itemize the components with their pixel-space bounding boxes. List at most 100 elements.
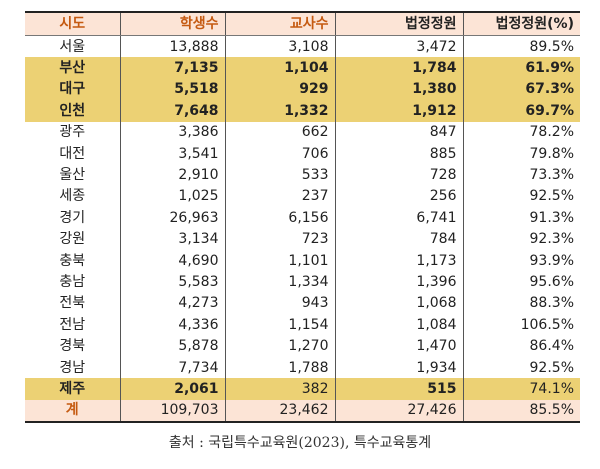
cell-region: 울산 xyxy=(59,167,86,184)
total-teachers: 23,462 xyxy=(224,399,335,423)
cell-students: 4,273 xyxy=(119,292,225,315)
cell-teachers: 237 xyxy=(224,185,335,208)
cell-legal-quota-pct: 69.7% xyxy=(462,100,580,122)
cell-legal-quota-pct: 92.5% xyxy=(462,356,580,379)
cell-region: 부산 xyxy=(25,57,120,79)
header-row: 시도 학생수 교사수 법정정원 법정정원(%) xyxy=(25,12,580,36)
cell-students: 7,648 xyxy=(119,100,225,122)
table-row: 제주 2,061 382 515 74.1% xyxy=(25,378,580,400)
cell-teachers: 1,788 xyxy=(224,356,335,379)
cell-legal-quota: 256 xyxy=(334,185,463,208)
header-legal-quota: 법정정원 xyxy=(334,12,463,36)
cell-legal-quota: 728 xyxy=(334,164,463,186)
table-row: 충북 4,690 1,101 1,173 93.9% xyxy=(25,249,580,272)
cell-legal-quota-pct: 61.9% xyxy=(462,57,580,79)
cell-teachers: 943 xyxy=(224,292,335,315)
cell-students: 5,583 xyxy=(119,271,225,293)
table-row: 전북 4,273 943 1,068 88.3% xyxy=(25,292,580,315)
table-row: 부산 7,135 1,104 1,784 61.9% xyxy=(25,57,580,79)
table-row: 세종 1,025 237 256 92.5% xyxy=(25,185,580,208)
table-row: 대전 3,541 706 885 79.8% xyxy=(25,142,580,165)
cell-teachers: 382 xyxy=(224,378,335,400)
cell-legal-quota: 6,741 xyxy=(334,207,463,229)
cell-legal-quota: 784 xyxy=(334,228,463,250)
cell-teachers: 662 xyxy=(224,121,335,143)
cell-legal-quota-pct: 92.5% xyxy=(462,185,580,208)
cell-legal-quota-pct: 106.5% xyxy=(462,314,580,336)
cell-students: 3,541 xyxy=(119,142,225,165)
cell-legal-quota: 1,784 xyxy=(334,57,463,79)
cell-legal-quota-pct: 74.1% xyxy=(462,378,580,400)
cell-students: 3,386 xyxy=(119,121,225,143)
cell-region: 인천 xyxy=(25,100,120,122)
cell-teachers: 1,332 xyxy=(224,100,335,122)
table-row: 충남 5,583 1,334 1,396 95.6% xyxy=(25,271,580,293)
table-row: 전남 4,336 1,154 1,084 106.5% xyxy=(25,314,580,336)
cell-region: 경남 xyxy=(59,359,86,376)
cell-legal-quota: 885 xyxy=(334,142,463,165)
cell-students: 4,336 xyxy=(119,314,225,336)
table-row: 경남 7,734 1,788 1,934 92.5% xyxy=(25,356,580,379)
cell-legal-quota: 1,912 xyxy=(334,100,463,122)
cell-legal-quota: 1,934 xyxy=(334,356,463,379)
header-legal-quota-pct: 법정정원(%) xyxy=(462,12,580,36)
table-row: 강원 3,134 723 784 92.3% xyxy=(25,228,580,250)
cell-legal-quota: 1,470 xyxy=(334,335,463,357)
cell-region: 강원 xyxy=(59,231,86,248)
cell-students: 3,134 xyxy=(119,228,225,250)
cell-students: 5,518 xyxy=(119,78,225,101)
cell-students: 26,963 xyxy=(119,207,225,229)
total-legal-quota: 27,426 xyxy=(334,399,463,423)
cell-legal-quota-pct: 73.3% xyxy=(462,164,580,186)
cell-region: 제주 xyxy=(25,378,120,400)
table-row: 울산 2,910 533 728 73.3% xyxy=(25,164,580,186)
cell-region: 경기 xyxy=(59,209,86,226)
cell-teachers: 1,104 xyxy=(224,57,335,79)
total-legal-quota-pct: 85.5% xyxy=(462,399,580,423)
cell-teachers: 929 xyxy=(224,78,335,101)
cell-legal-quota: 3,472 xyxy=(334,35,463,58)
header-region: 시도 xyxy=(25,12,120,36)
cell-students: 4,690 xyxy=(119,249,225,272)
cell-legal-quota-pct: 67.3% xyxy=(462,78,580,101)
cell-teachers: 1,101 xyxy=(224,249,335,272)
cell-teachers: 3,108 xyxy=(224,35,335,58)
table-row: 대구 5,518 929 1,380 67.3% xyxy=(25,78,580,101)
cell-legal-quota-pct: 91.3% xyxy=(462,207,580,229)
cell-teachers: 723 xyxy=(224,228,335,250)
cell-region: 충남 xyxy=(59,273,86,290)
cell-region: 대전 xyxy=(59,145,86,162)
table-row: 서울 13,888 3,108 3,472 89.5% xyxy=(25,35,580,58)
source-caption: 출처 : 국립특수교육원(2023), 특수교육통계 xyxy=(168,435,432,451)
cell-teachers: 533 xyxy=(224,164,335,186)
cell-region: 세종 xyxy=(59,188,86,205)
cell-legal-quota: 515 xyxy=(334,378,463,400)
cell-teachers: 6,156 xyxy=(224,207,335,229)
header-teachers: 교사수 xyxy=(224,12,335,36)
cell-teachers: 1,334 xyxy=(224,271,335,293)
cell-students: 2,061 xyxy=(119,378,225,400)
cell-students: 1,025 xyxy=(119,185,225,208)
cell-region: 충북 xyxy=(59,252,86,269)
cell-region: 전남 xyxy=(59,316,86,333)
cell-students: 13,888 xyxy=(119,35,225,58)
cell-students: 5,878 xyxy=(119,335,225,357)
cell-teachers: 1,270 xyxy=(224,335,335,357)
table-row: 인천 7,648 1,332 1,912 69.7% xyxy=(25,100,580,122)
table-row: 경북 5,878 1,270 1,470 86.4% xyxy=(25,335,580,357)
cell-teachers: 706 xyxy=(224,142,335,165)
cell-legal-quota-pct: 79.8% xyxy=(462,142,580,165)
cell-legal-quota: 1,396 xyxy=(334,271,463,293)
special-education-table: 시도 학생수 교사수 법정정원 법정정원(%) 서울 13,888 3,108 3,4… xyxy=(25,11,580,424)
cell-students: 2,910 xyxy=(119,164,225,186)
cell-legal-quota-pct: 93.9% xyxy=(462,249,580,272)
cell-region: 광주 xyxy=(59,124,86,141)
cell-legal-quota: 1,173 xyxy=(334,249,463,272)
table-row: 경기 26,963 6,156 6,741 91.3% xyxy=(25,207,580,229)
total-region: 계 xyxy=(25,399,120,423)
cell-region: 서울 xyxy=(59,38,86,55)
cell-region: 대구 xyxy=(25,78,120,101)
cell-legal-quota-pct: 78.2% xyxy=(462,121,580,143)
cell-legal-quota-pct: 88.3% xyxy=(462,292,580,315)
cell-legal-quota-pct: 92.3% xyxy=(462,228,580,250)
